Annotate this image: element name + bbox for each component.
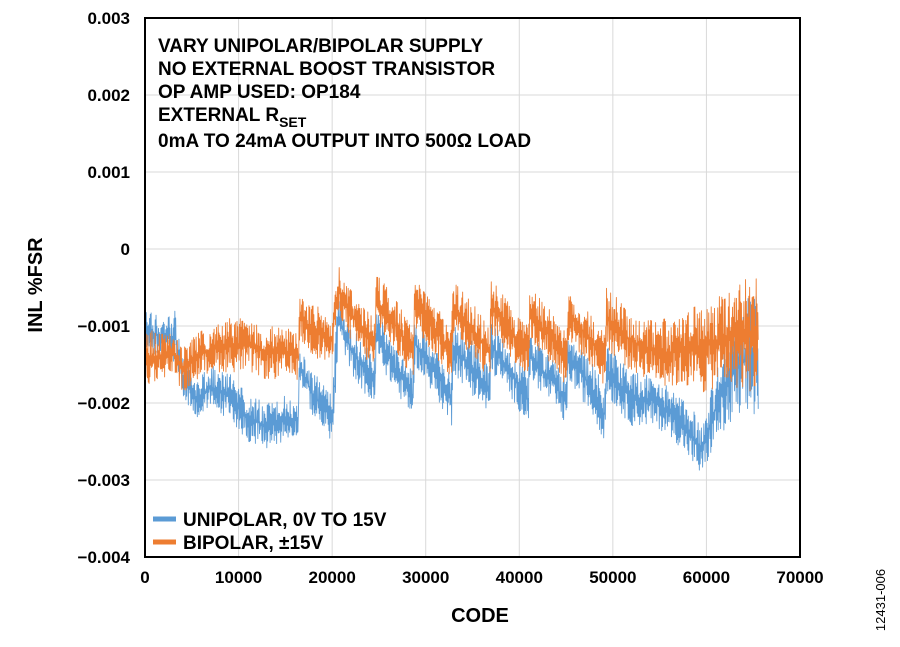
annotation-line-4: EXTERNAL RSET xyxy=(158,105,307,130)
annotation-line-5: 0mA TO 24mA OUTPUT INTO 500Ω LOAD xyxy=(158,131,531,152)
x-tick-label: 50000 xyxy=(589,568,636,587)
annotation-line-2: NO EXTERNAL BOOST TRANSISTOR xyxy=(158,59,495,80)
y-tick-label: 0.003 xyxy=(87,9,130,28)
x-tick-label: 30000 xyxy=(402,568,449,587)
legend: UNIPOLAR, 0V TO 15V BIPOLAR, ±15V xyxy=(153,510,387,554)
x-axis-title: CODE xyxy=(451,605,509,627)
annotation-rset-subscript: SET xyxy=(279,114,307,130)
x-tick-label: 40000 xyxy=(496,568,543,587)
annotation-block: VARY UNIPOLAR/BIPOLAR SUPPLY NO EXTERNAL… xyxy=(158,36,531,152)
figure-id: 12431-006 xyxy=(873,569,888,631)
x-tick-label: 10000 xyxy=(215,568,262,587)
x-tick-label: 60000 xyxy=(683,568,730,587)
legend-label-unipolar: UNIPOLAR, 0V TO 15V xyxy=(183,510,387,531)
y-tick-label: −0.002 xyxy=(78,394,130,413)
y-tick-label: −0.003 xyxy=(78,471,130,490)
series-line-bipolar xyxy=(144,267,759,393)
y-axis-title: INL %FSR xyxy=(25,237,47,333)
x-tick-label: 20000 xyxy=(309,568,356,587)
y-tick-label: −0.001 xyxy=(78,317,130,336)
x-tick-label: 70000 xyxy=(776,568,823,587)
y-tick-label: 0 xyxy=(121,240,130,259)
series-line-unipolar xyxy=(144,296,759,471)
x-tick-label: 0 xyxy=(140,568,149,587)
plot-frame xyxy=(144,17,801,558)
x-tick-labels: 0 10000 20000 30000 40000 50000 60000 70000 xyxy=(140,568,823,587)
series-layer xyxy=(144,267,759,471)
legend-label-bipolar: BIPOLAR, ±15V xyxy=(183,533,324,554)
annotation-rset-main: EXTERNAL R xyxy=(158,105,279,126)
y-tick-label: 0.002 xyxy=(87,86,130,105)
y-tick-labels: 0.003 0.002 0.001 0 −0.001 −0.002 −0.003 −0.004 xyxy=(78,9,131,567)
annotation-line-3: OP AMP USED: OP184 xyxy=(158,82,361,103)
y-tick-label: −0.004 xyxy=(78,548,131,567)
y-tick-label: 0.001 xyxy=(87,163,130,182)
annotation-line-1: VARY UNIPOLAR/BIPOLAR SUPPLY xyxy=(158,36,483,57)
